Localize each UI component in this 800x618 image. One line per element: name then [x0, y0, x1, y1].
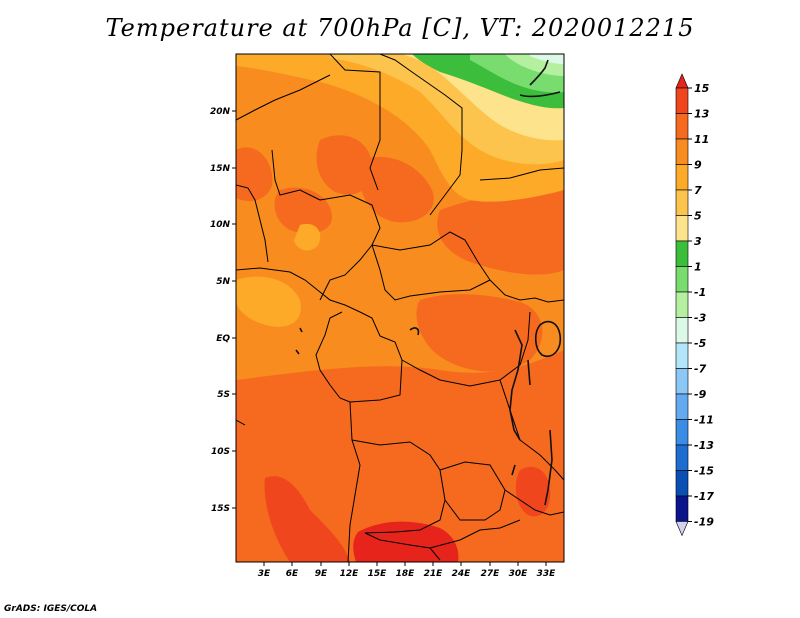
lat-tick-label: EQ	[216, 334, 230, 344]
colorbar-bottom-triangle	[675, 521, 689, 537]
colorbar-swatch	[675, 215, 689, 242]
map-title: Temperature at 700hPa [C], VT: 202001221…	[105, 14, 695, 42]
lon-tick-label: 33E	[537, 569, 557, 579]
colorbar-swatch	[675, 138, 689, 165]
colorbar-label: -15	[694, 465, 714, 478]
lon-tick-label: 15E	[368, 569, 388, 579]
colorbar-label: -11	[694, 414, 714, 427]
colorbar-label: -3	[694, 312, 707, 325]
country-borders	[236, 54, 564, 562]
colorbar-label: -17	[694, 490, 714, 503]
colorbar-label: 5	[694, 210, 702, 223]
grads-credit: GrADS: IGES/COLA	[4, 604, 98, 614]
lon-tick-label: 30E	[509, 569, 529, 579]
lon-tick-label: 24E	[452, 569, 472, 579]
colorbar-swatch	[675, 87, 689, 114]
colorbar-label: -1	[694, 286, 706, 299]
lon-tick-label: 27E	[481, 569, 501, 579]
colorbar-swatch	[675, 470, 689, 497]
lat-tick-label: 15N	[210, 164, 231, 174]
colorbar-label: 7	[694, 184, 702, 197]
colorbar-swatch	[675, 189, 689, 216]
colorbar-label: 1	[694, 261, 702, 274]
colorbar-label: -13	[694, 439, 714, 452]
colorbar-swatch	[675, 342, 689, 369]
colorbar-label: -5	[694, 337, 707, 350]
colorbar-label: -19	[694, 516, 714, 529]
colorbar-swatch	[675, 317, 689, 344]
lat-tick-label: 15S	[211, 504, 230, 514]
colorbar-swatch	[675, 240, 689, 267]
lon-tick-label: 9E	[315, 569, 328, 579]
lon-tick-label: 12E	[340, 569, 360, 579]
colorbar-label: -9	[694, 388, 707, 401]
lat-tick-label: 5N	[216, 277, 230, 287]
lon-tick-label: 18E	[396, 569, 416, 579]
colorbar-label: 3	[694, 235, 702, 248]
lat-tick-label: 10N	[210, 220, 231, 230]
colorbar-swatch	[675, 266, 689, 293]
colorbar-swatch	[675, 164, 689, 191]
colorbar-label: 13	[694, 108, 710, 121]
lat-tick-label: 5S	[217, 390, 230, 400]
temperature-field	[236, 54, 564, 562]
colorbar-swatch	[675, 291, 689, 318]
map-frame	[235, 53, 565, 563]
lon-tick-label: 21E	[424, 569, 444, 579]
colorbar-swatch	[675, 113, 689, 140]
colorbar-swatch	[675, 368, 689, 395]
colorbar-swatch	[675, 419, 689, 446]
colorbar-swatch	[675, 495, 689, 522]
colorbar-label: 11	[694, 133, 709, 146]
colorbar-swatch	[675, 444, 689, 471]
lakes	[295, 59, 562, 506]
lat-tick-label: 20N	[210, 107, 231, 117]
colorbar-label: -7	[694, 363, 707, 376]
latitude-axis: 20N 15N 10N 5N EQ 5S 10S 15S	[210, 107, 236, 514]
colorbar-top-triangle	[675, 73, 689, 89]
longitude-axis: 3E 6E 9E 12E 15E 18E 21E 24E 27E 30E 33E	[258, 562, 556, 579]
colorbar-label: 15	[694, 82, 710, 95]
lon-tick-label: 3E	[258, 569, 271, 579]
colorbar-swatch	[675, 393, 689, 420]
colorbar-label: 9	[694, 159, 702, 172]
lon-tick-label: 6E	[286, 569, 299, 579]
lat-tick-label: 10S	[211, 447, 230, 457]
colorbar: 15 13 11 9 7 5 3 1 -1 -3 -5 -7 -9 -11 -13 -15 -17 -19	[675, 73, 714, 537]
